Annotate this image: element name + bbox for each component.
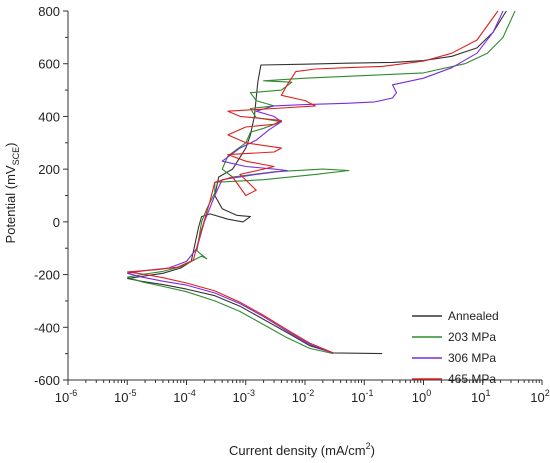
y-tick-label: 600 [38,57,60,72]
x-tick-label: 10-2 [292,388,314,405]
axes-layer: -600 -400 -200 0 200 400 600 800 10-6 10-5 10-4 10-… [34,4,550,405]
x-tick-label: 10-1 [351,388,373,405]
x-tick-label: 100 [412,388,431,405]
legend-label-306-mpa: 306 MPa [448,351,496,365]
y-tick-label: -600 [34,373,60,388]
y-tick-label: 0 [53,215,60,230]
series-annealed-cathodic-line [127,277,383,355]
legend-label-465-mpa: 465 MPa [448,372,496,386]
x-tick-label: 10-6 [55,388,77,405]
legend: Annealed 203 MPa 306 MPa 465 MPa [412,309,499,386]
y-tick-label: 400 [38,109,60,124]
legend-label-annealed: Annealed [448,309,499,323]
x-tick-label: 10-4 [173,388,195,405]
y-tick-label: 200 [38,162,60,177]
y-tick-label: -200 [34,268,60,283]
x-tick-label: 101 [471,388,490,405]
x-tick-label: 10-3 [233,388,255,405]
x-tick-label: 102 [530,388,549,405]
series-203-mpa-cathodic-line [127,276,334,355]
series-465-mpa-cathodic-line [127,271,334,354]
series-annealed-anodic-line [127,10,507,280]
series-layer [127,10,516,355]
x-axis-title: Current density (mA/cm2) [229,441,375,458]
series-465-mpa-anodic-line [127,10,499,273]
series-306-mpa-anodic-line [127,10,504,274]
x-tick-label: 10-5 [114,388,136,405]
y-axis-title: Potential (mVSCE) [3,143,21,244]
legend-label-203-mpa: 203 MPa [448,330,496,344]
series-306-mpa-cathodic-line [127,272,334,354]
y-tick-label: -400 [34,320,60,335]
y-tick-label: 800 [38,4,60,19]
